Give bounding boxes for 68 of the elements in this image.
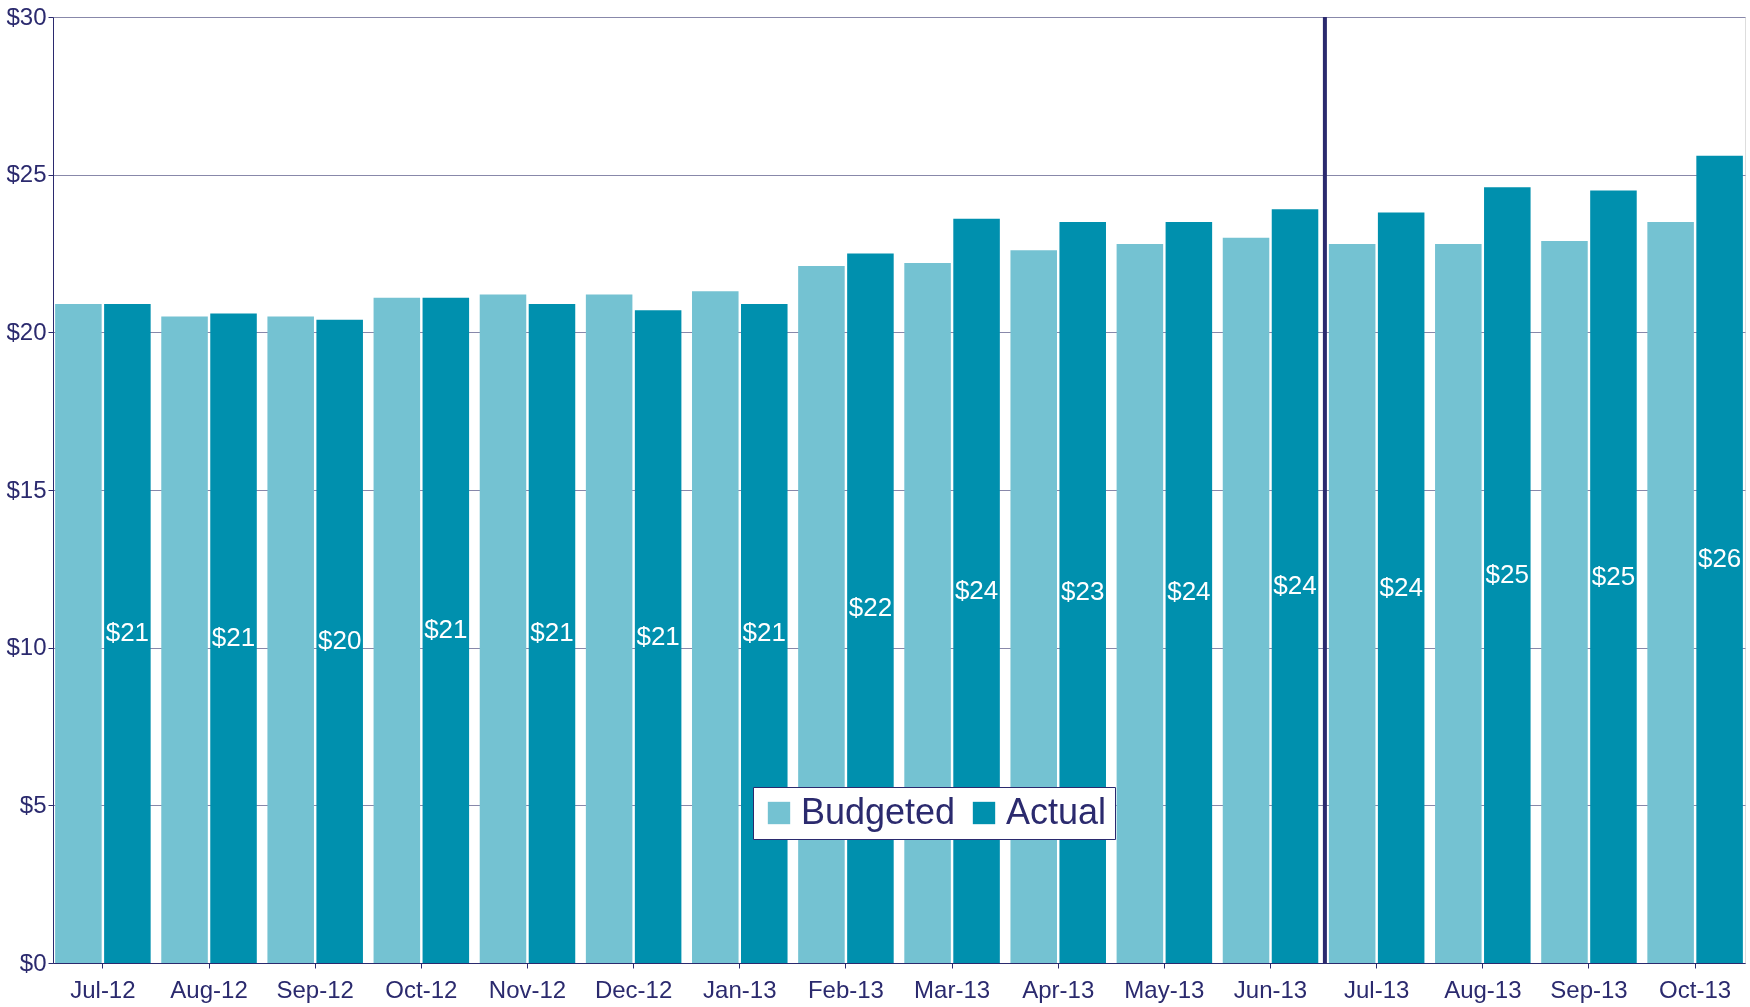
- bar: [316, 319, 363, 963]
- data-label: $23: [1061, 576, 1105, 607]
- data-label: $24: [1167, 576, 1211, 607]
- bar: [267, 316, 314, 963]
- data-label: $21: [530, 617, 574, 648]
- data-label: $24: [1379, 571, 1423, 602]
- data-label: $25: [1591, 560, 1636, 591]
- bar: [953, 218, 1000, 963]
- x-tick-label: Oct-13: [1659, 975, 1732, 1003]
- x-tick-label: Feb-13: [807, 975, 884, 1003]
- bar: [161, 316, 208, 963]
- x-tick-label: Mar-13: [914, 975, 991, 1003]
- bar: [528, 303, 576, 963]
- bar: [1377, 212, 1425, 963]
- x-tick-label: Dec-12: [594, 975, 673, 1003]
- x-tick-label: Jan-13: [703, 975, 777, 1003]
- bar: [422, 297, 470, 963]
- data-label: $22: [848, 592, 893, 623]
- data-label: $20: [317, 625, 362, 656]
- x-tick-label: Aug-12: [170, 975, 248, 1003]
- y-tick-label: $25: [6, 160, 47, 188]
- x-tick-label: Apr-13: [1022, 975, 1095, 1003]
- y-tick-label: $10: [6, 633, 47, 661]
- bar: [1271, 209, 1319, 963]
- bar: [1328, 244, 1376, 963]
- x-tick-label: Jul-12: [70, 975, 136, 1003]
- x-tick-label: Jul-13: [1343, 975, 1410, 1003]
- x-tick-label: May-13: [1124, 975, 1205, 1003]
- y-tick-label: $30: [6, 2, 47, 30]
- y-tick-label: $20: [6, 317, 47, 345]
- legend-label: Budgeted: [801, 791, 956, 832]
- bar: [1696, 155, 1743, 963]
- data-label: $21: [636, 620, 680, 651]
- data-label: $21: [105, 617, 150, 648]
- bar: [1541, 240, 1588, 963]
- y-tick-label: $15: [6, 475, 47, 503]
- x-tick-label: Nov-12: [488, 975, 567, 1003]
- data-label: $26: [1697, 543, 1742, 574]
- bar: [1484, 187, 1531, 963]
- bar: [1222, 237, 1270, 963]
- bar: [692, 291, 739, 963]
- bar: [479, 294, 527, 963]
- bar: [1590, 190, 1637, 963]
- bar: [104, 303, 151, 963]
- bar: [1435, 244, 1482, 963]
- x-tick-label: Aug-13: [1444, 975, 1522, 1003]
- bar: [373, 297, 421, 963]
- data-label: $24: [954, 574, 999, 605]
- bar: [585, 294, 633, 963]
- legend-label: Actual: [1006, 791, 1107, 832]
- bar: [1647, 221, 1694, 963]
- bar: [55, 303, 102, 963]
- y-tick-label: $5: [19, 790, 47, 818]
- x-tick-label: Sep-13: [1550, 975, 1628, 1003]
- data-label: $21: [211, 622, 256, 653]
- data-label: $21: [424, 614, 468, 645]
- bar: [210, 313, 257, 963]
- data-label: $24: [1273, 570, 1317, 601]
- y-tick-label: $0: [19, 948, 47, 976]
- x-tick-label: Oct-12: [385, 975, 458, 1003]
- data-label: $21: [742, 617, 786, 648]
- x-tick-label: Sep-12: [276, 975, 354, 1003]
- x-tick-label: Jun-13: [1233, 975, 1308, 1003]
- data-label: $25: [1485, 559, 1530, 590]
- bar: [1116, 244, 1164, 963]
- bar: [634, 310, 682, 963]
- bar: [741, 303, 788, 963]
- bar: [1165, 221, 1213, 963]
